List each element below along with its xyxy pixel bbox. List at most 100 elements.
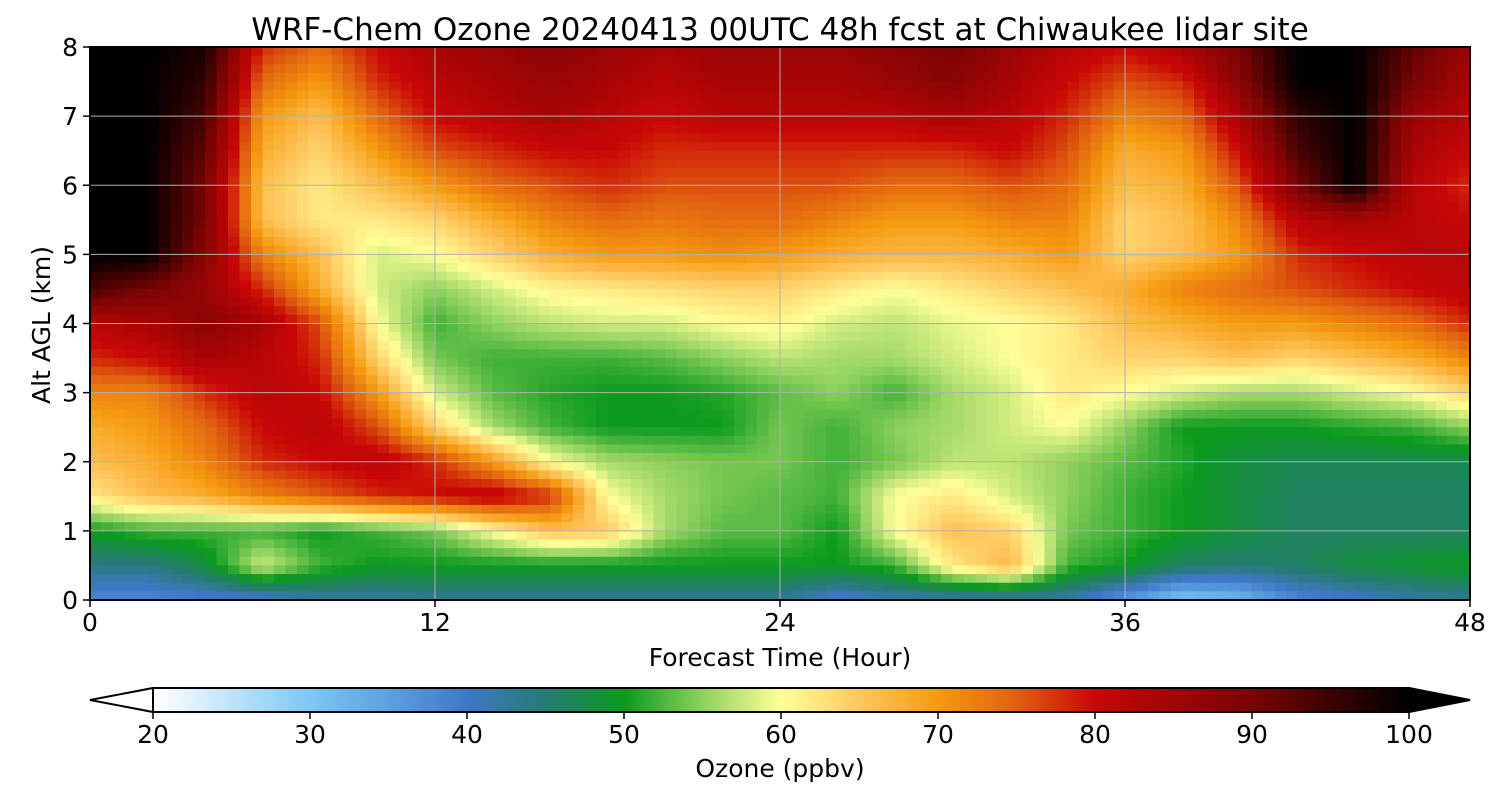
heatmap-cell — [895, 90, 908, 100]
heatmap-cell — [90, 332, 103, 342]
heatmap-cell — [170, 358, 183, 368]
heatmap-cell — [987, 366, 1000, 376]
heatmap-cell — [504, 280, 517, 290]
heatmap-cell — [1297, 176, 1310, 186]
heatmap-cell — [791, 98, 804, 109]
heatmap-cell — [1079, 211, 1092, 221]
heatmap-cell — [745, 159, 758, 169]
heatmap-cell — [849, 332, 862, 342]
heatmap-cell — [573, 107, 586, 117]
heatmap-cell — [389, 47, 402, 57]
heatmap-cell — [803, 176, 816, 186]
heatmap-cell — [343, 254, 356, 264]
heatmap-cell — [377, 401, 390, 411]
heatmap-cell — [757, 90, 770, 100]
heatmap-cell — [400, 314, 413, 325]
heatmap-cell — [665, 81, 678, 91]
heatmap-cell — [1136, 263, 1149, 273]
heatmap-cell — [1171, 185, 1184, 195]
heatmap-cell — [435, 193, 448, 204]
heatmap-cell — [1251, 81, 1264, 91]
heatmap-cell — [780, 332, 793, 342]
heatmap-cell — [941, 254, 954, 264]
heatmap-cell — [1309, 64, 1322, 74]
heatmap-cell — [584, 55, 597, 65]
heatmap-cell — [170, 332, 183, 342]
heatmap-cell — [193, 383, 206, 394]
heatmap-cell — [389, 392, 402, 402]
heatmap-cell — [642, 167, 655, 178]
heatmap-cell — [228, 237, 241, 247]
heatmap-cell — [1205, 142, 1218, 152]
heatmap-cell — [653, 81, 666, 91]
heatmap-cell — [688, 358, 701, 368]
heatmap-cell — [1435, 323, 1448, 333]
heatmap-cell — [446, 297, 459, 307]
heatmap-cell — [837, 297, 850, 307]
heatmap-cell — [504, 142, 517, 152]
heatmap-cell — [262, 219, 275, 230]
heatmap-cell — [1205, 349, 1218, 359]
heatmap-cell — [228, 72, 241, 83]
heatmap-cell — [803, 167, 816, 178]
heatmap-cell — [1263, 245, 1276, 255]
heatmap-cell — [573, 72, 586, 83]
heatmap-cell — [895, 340, 908, 351]
heatmap-cell — [642, 55, 655, 65]
heatmap-cell — [1113, 64, 1126, 74]
heatmap-cell — [676, 159, 689, 169]
heatmap-cell — [964, 47, 977, 57]
heatmap-cell — [1056, 211, 1069, 221]
heatmap-cell — [366, 107, 379, 117]
heatmap-cell — [1102, 202, 1115, 212]
heatmap-cell — [458, 150, 471, 160]
heatmap-cell — [1447, 288, 1460, 299]
heatmap-cell — [837, 340, 850, 351]
heatmap-cell — [791, 90, 804, 100]
heatmap-cell — [837, 150, 850, 160]
heatmap-cell — [837, 271, 850, 281]
heatmap-cell — [366, 280, 379, 290]
heatmap-cell — [170, 176, 183, 186]
heatmap-cell — [1056, 167, 1069, 178]
heatmap-cell — [377, 55, 390, 65]
heatmap-cell — [757, 401, 770, 411]
heatmap-cell — [527, 55, 540, 65]
heatmap-cell — [1263, 124, 1276, 135]
heatmap-cell — [1021, 90, 1034, 100]
heatmap-cell — [1033, 219, 1046, 230]
heatmap-cell — [527, 107, 540, 117]
heatmap-cell — [182, 193, 195, 204]
heatmap-cell — [1102, 314, 1115, 325]
heatmap-cell — [791, 142, 804, 152]
heatmap-cell — [1401, 167, 1414, 178]
heatmap-cell — [1136, 81, 1149, 91]
heatmap-cell — [1228, 314, 1241, 325]
heatmap-cell — [159, 332, 172, 342]
heatmap-cell — [952, 219, 965, 230]
heatmap-cell — [1274, 271, 1287, 281]
heatmap-cell — [642, 159, 655, 169]
heatmap-cell — [251, 159, 264, 169]
heatmap-cell — [1033, 193, 1046, 204]
heatmap-cell — [745, 297, 758, 307]
heatmap-cell — [1343, 81, 1356, 91]
heatmap-cell — [113, 167, 126, 178]
heatmap-cell — [458, 202, 471, 212]
heatmap-cell — [1182, 271, 1195, 281]
heatmap-cell — [688, 107, 701, 117]
heatmap-cell — [1044, 142, 1057, 152]
heatmap-cell — [389, 237, 402, 247]
heatmap-cell — [1366, 72, 1379, 83]
heatmap-cell — [205, 323, 218, 333]
heatmap-cell — [1056, 159, 1069, 169]
heatmap-cell — [1228, 280, 1241, 290]
heatmap-cell — [607, 202, 620, 212]
heatmap-cell — [987, 383, 1000, 394]
heatmap-cell — [446, 124, 459, 135]
heatmap-cell — [481, 202, 494, 212]
heatmap-cell — [469, 193, 482, 204]
heatmap-cell — [1263, 98, 1276, 109]
heatmap-cell — [1148, 72, 1161, 83]
heatmap-cell — [1366, 314, 1379, 325]
